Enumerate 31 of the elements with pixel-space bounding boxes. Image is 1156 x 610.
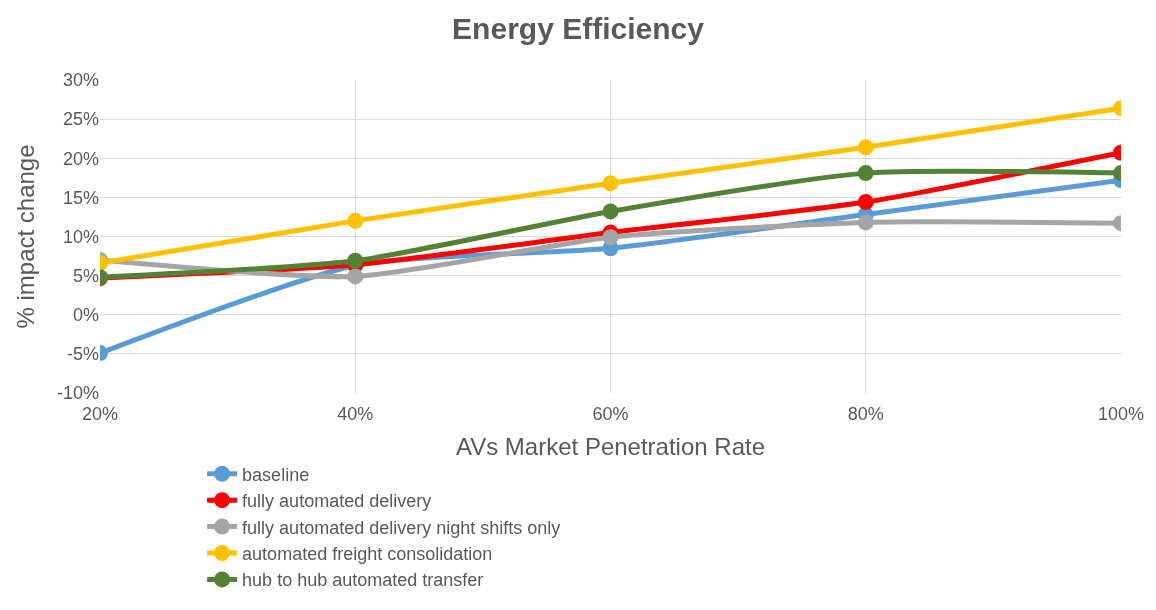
point [857, 139, 874, 156]
y-tick-label: 25% [62, 109, 99, 130]
y-axis-title: % impact change [12, 144, 40, 329]
y-tick-label: 5% [72, 265, 99, 286]
y-tick-label: -5% [66, 344, 99, 365]
point [347, 212, 364, 229]
y-tick-label: 10% [62, 226, 99, 247]
y-tick-label: 20% [62, 148, 99, 169]
point [602, 175, 619, 192]
chart-title: Energy Efficiency [452, 12, 705, 46]
point [347, 252, 364, 269]
point [857, 194, 874, 211]
legend-label: fully automated delivery night shifts only [242, 517, 561, 538]
x-tick-label: 100% [1097, 404, 1145, 424]
point [857, 214, 874, 231]
x-tick-label: 40% [337, 404, 374, 424]
legend-label: fully automated delivery [242, 491, 432, 512]
legend-label: hub to hub automated transfer [242, 570, 484, 591]
y-tick-label: 15% [62, 187, 99, 208]
legend-label: baseline [242, 464, 310, 485]
x-tick-label: 80% [847, 404, 884, 424]
point [347, 268, 364, 285]
x-tick-label: 60% [592, 404, 629, 424]
point [602, 203, 619, 220]
y-tick-label: 30% [62, 70, 99, 91]
point [857, 165, 874, 182]
legend-label: automated freight consolidation [242, 544, 493, 565]
y-tick-label: -10% [56, 383, 99, 404]
y-tick-label: 0% [72, 305, 99, 326]
point [602, 229, 619, 246]
x-axis-title: AVs Market Penetration Rate [455, 433, 766, 461]
